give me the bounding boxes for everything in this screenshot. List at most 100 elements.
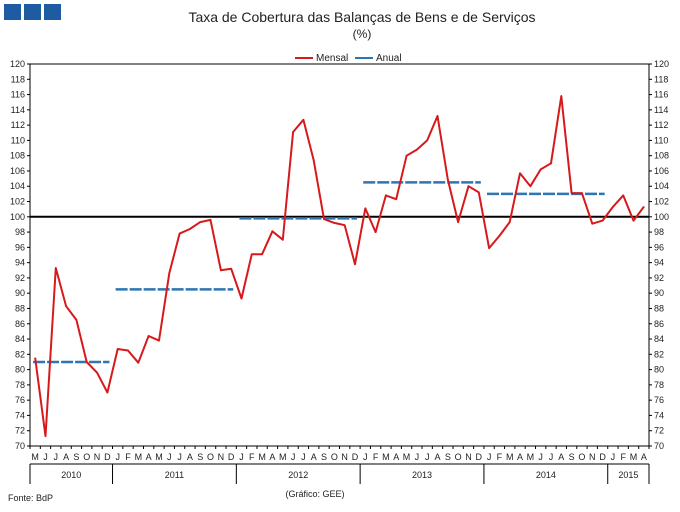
- month-label: M: [258, 452, 266, 462]
- month-label: M: [135, 452, 143, 462]
- mensal-point: [374, 231, 377, 233]
- month-label: F: [373, 452, 379, 462]
- mensal-series-line: [34, 95, 645, 438]
- y-tick-label-right: 106: [654, 166, 669, 176]
- mensal-point: [75, 319, 78, 321]
- mensal-point: [570, 192, 573, 194]
- bank-logo-icon: [4, 4, 61, 20]
- y-tick-label-right: 108: [654, 151, 669, 161]
- y-tick-label-left: 88: [15, 303, 25, 313]
- mensal-point: [137, 361, 140, 364]
- mensal-point: [44, 435, 47, 437]
- y-tick-label-right: 118: [654, 74, 668, 84]
- mensal-point: [519, 172, 521, 175]
- month-label: J: [363, 452, 368, 462]
- y-tick-label-right: 94: [654, 258, 664, 268]
- mensal-point: [96, 371, 98, 374]
- y-tick-label-left: 110: [11, 135, 25, 145]
- y-tick-label-left: 114: [11, 105, 25, 115]
- month-label: N: [465, 452, 472, 462]
- mensal-point: [364, 207, 367, 210]
- y-tick-label-left: 94: [15, 258, 25, 268]
- month-label: O: [455, 452, 462, 462]
- y-tick-label-left: 102: [10, 197, 25, 207]
- plot-frame: [29, 63, 650, 447]
- y-tick-label-right: 92: [654, 273, 664, 283]
- mensal-point: [292, 131, 294, 133]
- month-label: A: [63, 452, 69, 462]
- mensal-point: [539, 168, 542, 171]
- legend: Mensal Anual: [295, 53, 402, 64]
- month-label: J: [291, 452, 296, 462]
- mensal-point: [251, 253, 253, 256]
- month-label: J: [415, 452, 420, 462]
- month-label: A: [393, 452, 399, 462]
- y-tick-label-right: 116: [654, 90, 668, 100]
- y-tick-label-right: 104: [654, 181, 669, 191]
- month-label: J: [177, 452, 182, 462]
- month-label: M: [630, 452, 638, 462]
- mensal-point: [581, 192, 583, 194]
- mensal-point: [240, 297, 243, 300]
- month-label: S: [197, 452, 203, 462]
- month-label: J: [549, 452, 554, 462]
- mensal-point: [436, 115, 439, 117]
- month-label: J: [167, 452, 172, 462]
- mensal-point: [405, 154, 408, 157]
- mensal-point: [220, 269, 222, 272]
- y-tick-label-right: 78: [654, 380, 664, 390]
- mensal-point: [199, 221, 202, 223]
- y-tick-label-left: 72: [15, 426, 25, 436]
- mensal-point: [106, 391, 109, 394]
- y-tick-label-left: 82: [15, 349, 25, 359]
- month-label: A: [641, 452, 647, 462]
- month-label: J: [425, 452, 430, 462]
- month-label: N: [589, 452, 596, 462]
- year-label: 2014: [536, 470, 556, 480]
- mensal-point: [488, 247, 490, 249]
- y-tick-label-right: 102: [654, 197, 669, 207]
- y-tick-label-left: 104: [10, 181, 25, 191]
- year-label: 2013: [412, 470, 432, 480]
- mensal-point: [116, 348, 119, 350]
- y-tick-label-left: 120: [10, 59, 25, 69]
- y-tick-label-left: 84: [15, 334, 25, 344]
- mensal-point: [550, 162, 552, 165]
- y-tick-label-right: 76: [654, 395, 664, 405]
- mensal-point: [271, 230, 274, 233]
- mensal-point: [643, 206, 645, 208]
- y-tick-label-left: 100: [10, 212, 25, 222]
- y-tick-label-left: 76: [15, 395, 25, 405]
- y-tick-label-left: 106: [10, 166, 25, 176]
- month-label: A: [435, 452, 441, 462]
- year-label: 2011: [165, 470, 184, 480]
- month-label: M: [31, 452, 39, 462]
- mensal-point: [601, 219, 604, 222]
- mensal-point: [560, 95, 563, 97]
- month-label: O: [207, 452, 214, 462]
- y-tick-label-right: 96: [654, 242, 664, 252]
- y-tick-label-right: 86: [654, 319, 664, 329]
- mensal-point: [508, 221, 511, 223]
- month-label: F: [125, 452, 131, 462]
- month-label: J: [538, 452, 543, 462]
- mensal-point: [85, 361, 88, 363]
- mensal-point: [158, 339, 160, 342]
- month-label: S: [321, 452, 327, 462]
- month-label: D: [352, 452, 359, 462]
- month-label: F: [249, 452, 255, 462]
- chart-title: Taxa de Cobertura das Balanças de Bens e…: [188, 9, 535, 25]
- year-label: 2010: [61, 470, 81, 480]
- month-label: N: [94, 452, 101, 462]
- month-label: A: [187, 452, 193, 462]
- y-tick-label-right: 74: [654, 410, 664, 420]
- y-tick-label-right: 80: [654, 365, 664, 375]
- mensal-point: [261, 253, 263, 256]
- month-label: O: [331, 452, 338, 462]
- y-tick-label-left: 80: [15, 365, 25, 375]
- y-tick-label-left: 108: [10, 151, 25, 161]
- month-label: F: [497, 452, 503, 462]
- y-tick-label-left: 118: [11, 74, 25, 84]
- mensal-point: [591, 222, 594, 225]
- logo-block: [44, 4, 61, 20]
